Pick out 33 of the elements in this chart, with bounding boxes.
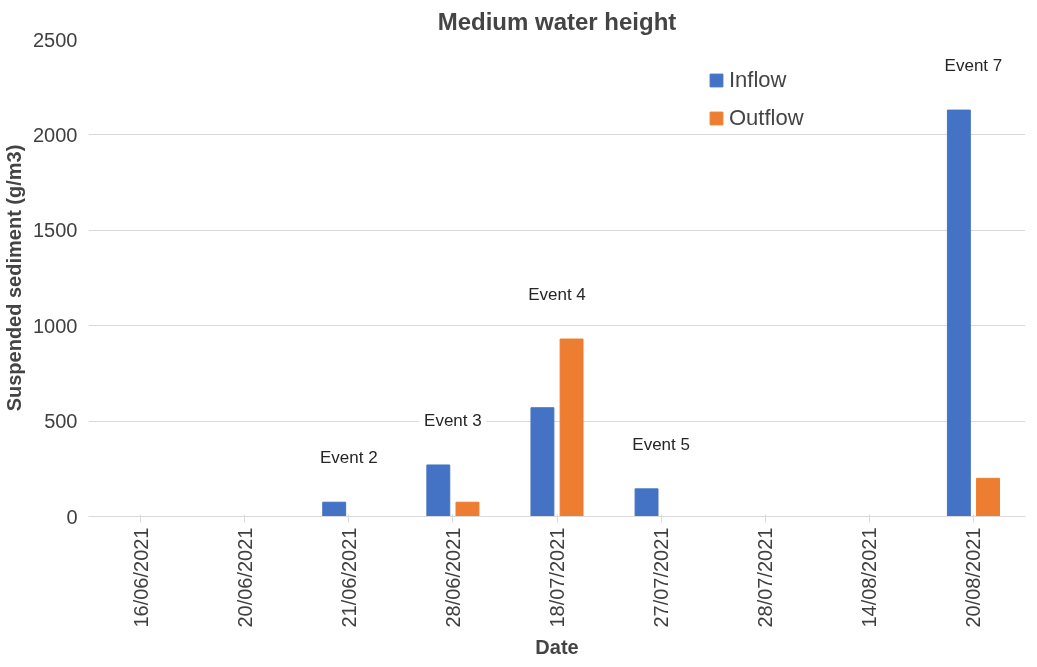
legend-label: Outflow (729, 105, 804, 131)
x-tick-label: 16/06/2021 (129, 527, 152, 628)
x-tick-label: 20/08/2021 (962, 527, 985, 628)
bar (946, 109, 971, 517)
x-tick-label: 28/07/2021 (754, 527, 777, 628)
x-tick-label: 21/06/2021 (337, 527, 360, 628)
bar (634, 488, 659, 517)
annotation: Event 4 (528, 285, 586, 305)
annotation: Event 3 (424, 410, 482, 430)
y-tick-label: 2500 (33, 28, 78, 51)
bar (976, 477, 1000, 517)
x-tick-label: 20/06/2021 (233, 527, 256, 628)
legend-label: Inflow (729, 67, 787, 93)
x-tick-label: 18/07/2021 (546, 527, 568, 628)
x-tick-label: 14/08/2021 (858, 527, 881, 628)
y-tick-label: 2000 (33, 123, 78, 146)
bar (426, 464, 451, 517)
x-axis-title: Date (535, 635, 579, 658)
x-tick-label: 27/07/2021 (650, 527, 673, 628)
annotation: Event 5 (632, 434, 690, 454)
y-tick-label: 0 (66, 505, 78, 528)
chart-title: Medium water height (437, 7, 677, 35)
y-tick-label: 500 (44, 410, 78, 433)
y-axis-title: Suspended sediment (g/m3) (3, 144, 26, 412)
y-tick-label: 1500 (33, 219, 78, 242)
annotation: Event 2 (319, 448, 378, 468)
bar (322, 501, 347, 517)
bar (530, 407, 555, 517)
bar (559, 338, 584, 517)
bar (455, 501, 480, 517)
x-tick-label: 28/06/2021 (441, 527, 464, 628)
y-tick-label: 1000 (33, 314, 78, 337)
annotation: Event 7 (944, 56, 1003, 76)
